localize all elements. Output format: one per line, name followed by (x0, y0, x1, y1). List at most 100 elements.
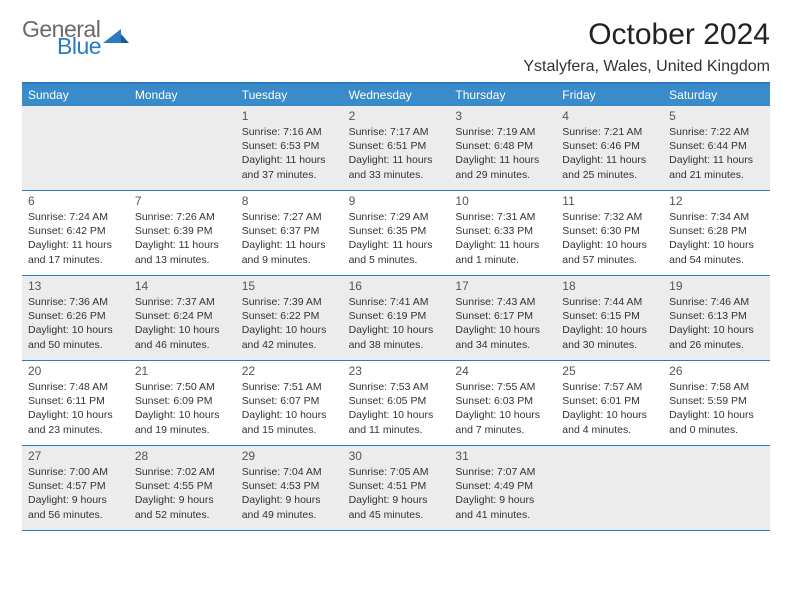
daylight-line: and 15 minutes. (242, 423, 337, 437)
calendar-cell: 26Sunrise: 7:58 AMSunset: 5:59 PMDayligh… (663, 361, 770, 445)
dow-wed: Wednesday (343, 84, 450, 106)
calendar-cell (22, 106, 129, 190)
calendar-cell: 12 Sunrise: 7:34 AMSunset: 6:28 PMDayligh… (663, 191, 770, 275)
calendar-cell: 8Sunrise: 7:27 AMSunset: 6:37 PMDaylight… (236, 191, 343, 275)
dow-thu: Thursday (449, 84, 556, 106)
daylight-line: Daylight: 10 hours (135, 408, 230, 422)
calendar-cell: 6Sunrise: 7:24 AMSunset: 6:42 PMDaylight… (22, 191, 129, 275)
daylight-line: Daylight: 11 hours (455, 153, 550, 167)
sunset-line: Sunset: 6:07 PM (242, 394, 337, 408)
daylight-line: Daylight: 10 hours (242, 408, 337, 422)
daylight-line: and 21 minutes. (669, 168, 764, 182)
sunset-line: Sunset: 6:24 PM (135, 309, 230, 323)
calendar-cell: 10Sunrise: 7:31 AMSunset: 6:33 PMDayligh… (449, 191, 556, 275)
day-number: 29 (242, 449, 337, 463)
daylight-line: Daylight: 10 hours (135, 323, 230, 337)
sunset-line: Sunset: 6:39 PM (135, 224, 230, 238)
day-number: 21 (135, 364, 230, 378)
calendar-cell: 3 Sunrise: 7:19 AMSunset: 6:48 PMDaylight… (449, 106, 556, 190)
daylight-line: and 23 minutes. (28, 423, 123, 437)
logo-triangle-icon (103, 25, 129, 52)
daylight-line: and 9 minutes. (242, 253, 337, 267)
day-number: 3 (455, 109, 550, 123)
sunrise-line: Sunrise: 7:36 AM (28, 295, 123, 309)
sunrise-line: Sunrise: 7:24 AM (28, 210, 123, 224)
daylight-line: and 37 minutes. (242, 168, 337, 182)
sunset-line: Sunset: 6:48 PM (455, 139, 550, 153)
sunset-line: Sunset: 6:35 PM (349, 224, 444, 238)
calendar-cell: 2Sunrise: 7:17 AMSunset: 6:51 PMDaylight… (343, 106, 450, 190)
brand-logo: General Blue (22, 18, 129, 58)
title-block: October 2024 Ystalyfera, Wales, United K… (523, 18, 770, 76)
daylight-line: Daylight: 10 hours (669, 323, 764, 337)
daylight-line: Daylight: 10 hours (562, 408, 657, 422)
daylight-line: and 57 minutes. (562, 253, 657, 267)
calendar-week: 20Sunrise: 7:48 AMSunset: 6:11 PMDayligh… (22, 361, 770, 446)
sunrise-line: Sunrise: 7:50 AM (135, 380, 230, 394)
daylight-line: Daylight: 11 hours (349, 238, 444, 252)
daylight-line: and 49 minutes. (242, 508, 337, 522)
location-label: Ystalyfera, Wales, United Kingdom (523, 58, 770, 76)
sunrise-line: Sunrise: 7:17 AM (349, 125, 444, 139)
daylight-line: Daylight: 11 hours (562, 153, 657, 167)
calendar-cell: 16Sunrise: 7:41 AMSunset: 6:19 PMDayligh… (343, 276, 450, 360)
sunset-line: Sunset: 6:51 PM (349, 139, 444, 153)
day-number: 14 (135, 279, 230, 293)
sunset-line: Sunset: 6:46 PM (562, 139, 657, 153)
calendar-cell: 15Sunrise: 7:39 AMSunset: 6:22 PMDayligh… (236, 276, 343, 360)
daylight-line: and 46 minutes. (135, 338, 230, 352)
daylight-line: and 41 minutes. (455, 508, 550, 522)
day-number: 16 (349, 279, 444, 293)
daylight-line: Daylight: 11 hours (242, 153, 337, 167)
daylight-line: Daylight: 9 hours (135, 493, 230, 507)
calendar-cell: 11Sunrise: 7:32 AMSunset: 6:30 PMDayligh… (556, 191, 663, 275)
daylight-line: and 5 minutes. (349, 253, 444, 267)
daylight-line: Daylight: 11 hours (135, 238, 230, 252)
calendar-cell: 28Sunrise: 7:02 AMSunset: 4:55 PMDayligh… (129, 446, 236, 530)
sunset-line: Sunset: 5:59 PM (669, 394, 764, 408)
calendar-week: 6Sunrise: 7:24 AMSunset: 6:42 PMDaylight… (22, 191, 770, 276)
day-number: 20 (28, 364, 123, 378)
sunrise-line: Sunrise: 7:51 AM (242, 380, 337, 394)
sunset-line: Sunset: 6:30 PM (562, 224, 657, 238)
sunset-line: Sunset: 4:53 PM (242, 479, 337, 493)
daylight-line: and 34 minutes. (455, 338, 550, 352)
daylight-line: and 0 minutes. (669, 423, 764, 437)
header: General Blue October 2024 Ystalyfera, Wa… (22, 18, 770, 76)
day-number: 13 (28, 279, 123, 293)
calendar-cell (129, 106, 236, 190)
calendar-cell (663, 446, 770, 530)
calendar-cell: 31Sunrise: 7:07 AMSunset: 4:49 PMDayligh… (449, 446, 556, 530)
daylight-line: Daylight: 10 hours (562, 238, 657, 252)
sunset-line: Sunset: 6:11 PM (28, 394, 123, 408)
daylight-line: Daylight: 10 hours (455, 323, 550, 337)
sunrise-line: Sunrise: 7:34 AM (669, 210, 764, 224)
daylight-line: Daylight: 11 hours (669, 153, 764, 167)
daylight-line: Daylight: 9 hours (349, 493, 444, 507)
month-title: October 2024 (523, 18, 770, 52)
daylight-line: and 50 minutes. (28, 338, 123, 352)
sunset-line: Sunset: 6:28 PM (669, 224, 764, 238)
daylight-line: Daylight: 10 hours (242, 323, 337, 337)
sunrise-line: Sunrise: 7:19 AM (455, 125, 550, 139)
daylight-line: Daylight: 11 hours (349, 153, 444, 167)
sunset-line: Sunset: 6:53 PM (242, 139, 337, 153)
dow-fri: Friday (556, 84, 663, 106)
daylight-line: and 45 minutes. (349, 508, 444, 522)
sunset-line: Sunset: 4:55 PM (135, 479, 230, 493)
day-number: 9 (349, 194, 444, 208)
daylight-line: Daylight: 10 hours (669, 238, 764, 252)
calendar-cell: 24Sunrise: 7:55 AMSunset: 6:03 PMDayligh… (449, 361, 556, 445)
calendar-week: 13Sunrise: 7:36 AMSunset: 6:26 PMDayligh… (22, 276, 770, 361)
day-number: 8 (242, 194, 337, 208)
daylight-line: Daylight: 10 hours (349, 323, 444, 337)
calendar-cell: 30Sunrise: 7:05 AMSunset: 4:51 PMDayligh… (343, 446, 450, 530)
sunrise-line: Sunrise: 7:32 AM (562, 210, 657, 224)
calendar-cell (556, 446, 663, 530)
calendar-body: 1Sunrise: 7:16 AMSunset: 6:53 PMDaylight… (22, 106, 770, 531)
day-number: 12 (669, 194, 764, 208)
sunrise-line: Sunrise: 7:44 AM (562, 295, 657, 309)
calendar-cell: 9Sunrise: 7:29 AMSunset: 6:35 PMDaylight… (343, 191, 450, 275)
daylight-line: Daylight: 10 hours (28, 408, 123, 422)
day-number: 22 (242, 364, 337, 378)
